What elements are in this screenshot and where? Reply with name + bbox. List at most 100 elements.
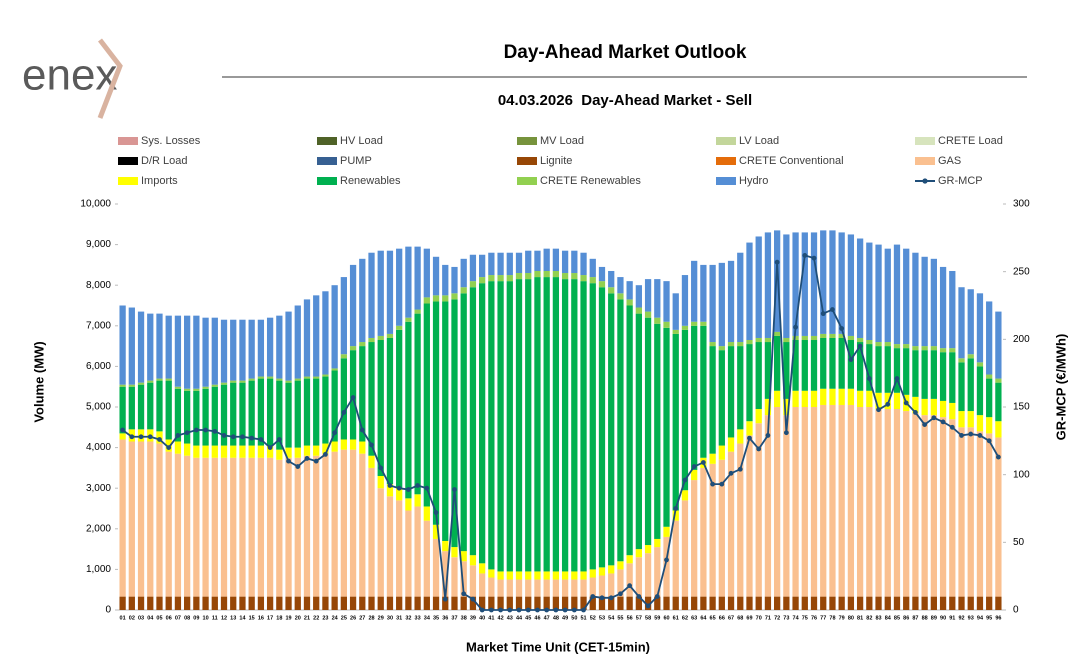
price-marker — [940, 419, 946, 425]
bar-segment — [986, 596, 993, 610]
bar-segment — [156, 380, 163, 432]
price-marker — [728, 470, 734, 476]
x-tick-label: 03 — [138, 615, 144, 621]
bar-segment — [810, 596, 818, 610]
bar-segment — [700, 325, 707, 458]
bar-segment — [700, 467, 707, 597]
bar-segment — [598, 596, 606, 610]
bar-segment — [718, 596, 725, 610]
bar-segment — [608, 293, 615, 566]
bar-segment — [847, 335, 855, 341]
y2-tick-label: 150 — [1013, 402, 1030, 413]
bar-segment — [866, 390, 873, 407]
price-marker — [359, 427, 365, 433]
x-tick-label: 10 — [203, 615, 209, 621]
price-marker — [645, 603, 651, 609]
x-tick-label: 74 — [793, 615, 800, 621]
bar-segment — [211, 386, 218, 446]
bar-segment — [847, 404, 855, 597]
bar-segment — [681, 596, 689, 610]
bar-segment — [405, 317, 412, 322]
legend-swatch-marker — [922, 178, 928, 184]
bar-segment — [479, 254, 486, 278]
bar-segment — [939, 400, 947, 418]
bar-segment — [939, 348, 947, 353]
bar-segment — [423, 596, 430, 610]
bar-segment — [202, 386, 209, 389]
price-marker — [479, 607, 485, 613]
bar-segment — [165, 380, 172, 440]
legend-label: GAS — [938, 155, 961, 167]
price-marker — [332, 430, 338, 436]
y-tick-label: 7,000 — [86, 320, 111, 331]
bar-segment — [266, 596, 274, 610]
x-tick-label: 50 — [571, 615, 577, 621]
bar-segment — [847, 234, 855, 336]
bar-segment — [543, 248, 550, 271]
bar-segment — [294, 305, 301, 379]
bar-segment — [783, 596, 790, 610]
bar-segment — [930, 415, 937, 597]
bar-segment — [137, 384, 145, 430]
bar-segment — [451, 547, 458, 558]
x-tick-label: 54 — [608, 615, 615, 621]
price-marker — [249, 435, 255, 441]
bar-segment — [303, 445, 311, 456]
bar-segment — [774, 331, 781, 336]
legend-swatch — [118, 137, 138, 145]
legend-label: HV Load — [340, 135, 383, 147]
bar-segment — [119, 305, 126, 385]
bar-segment — [930, 346, 937, 351]
bar-segment — [746, 421, 753, 436]
bar-segment — [967, 289, 974, 355]
bar-segment — [774, 230, 781, 332]
x-tick-label: 94 — [977, 615, 984, 621]
bar-segment — [506, 596, 513, 610]
x-tick-label: 70 — [756, 615, 762, 621]
x-tick-label: 22 — [313, 615, 319, 621]
y2-tick-label: 100 — [1013, 469, 1030, 480]
bar-segment — [257, 378, 265, 446]
bar-segment — [497, 281, 504, 572]
bar-segment — [672, 510, 679, 521]
bar-segment — [479, 283, 486, 564]
bar-segment — [672, 333, 679, 511]
bar-segment — [184, 315, 191, 389]
price-marker — [452, 487, 457, 492]
bar-segment — [644, 596, 652, 610]
bar-segment — [451, 596, 458, 610]
bar-segment — [700, 264, 707, 322]
price-marker — [866, 376, 872, 381]
bar-segment — [202, 457, 209, 597]
bar-segment — [663, 596, 670, 610]
bar-segment — [313, 596, 320, 610]
x-tick-label: 01 — [120, 615, 126, 621]
x-tick-label: 34 — [424, 615, 431, 621]
bar-segment — [165, 596, 172, 610]
bar-segment — [626, 299, 633, 306]
bar-segment — [266, 376, 274, 379]
bar-segment — [257, 319, 265, 377]
bar-segment — [967, 358, 974, 412]
x-tick-label: 24 — [332, 615, 339, 621]
price-marker — [147, 434, 153, 440]
bar-segment — [525, 579, 532, 597]
bar-segment — [930, 398, 937, 416]
bar-segment — [285, 447, 292, 458]
price-marker — [166, 445, 172, 450]
bar-segment — [820, 230, 827, 334]
x-tick-label: 15 — [249, 615, 255, 621]
x-tick-label: 86 — [903, 615, 909, 621]
bar-segment — [949, 348, 956, 353]
y2-tick-label: 250 — [1013, 266, 1030, 277]
bar-segment — [405, 498, 412, 511]
price-marker — [304, 456, 310, 461]
bar-segment — [875, 409, 882, 597]
bar-segment — [976, 366, 984, 416]
legend-swatch — [915, 157, 935, 165]
bar-segment — [921, 415, 928, 597]
bar-segment — [644, 545, 652, 554]
y-tick-label: 5,000 — [86, 402, 111, 413]
bar-segment — [220, 596, 228, 610]
bar-segment — [903, 596, 910, 610]
